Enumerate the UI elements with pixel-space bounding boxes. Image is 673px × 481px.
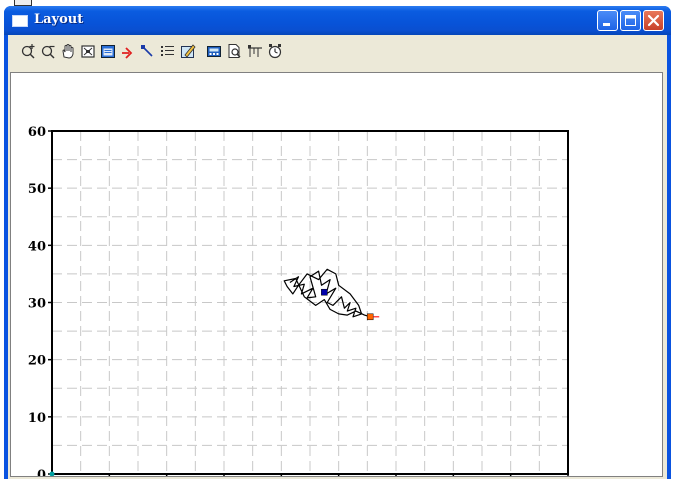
- y-tick-label: 10: [28, 411, 46, 426]
- layout-chart: 01020304050607080900102030405060: [28, 125, 577, 481]
- grid-tool[interactable]: [159, 42, 177, 60]
- line-tool[interactable]: [139, 42, 157, 60]
- close-button[interactable]: [643, 10, 664, 31]
- y-tick-label: 60: [28, 125, 46, 140]
- maximize-button[interactable]: [620, 10, 641, 31]
- close-icon: [647, 14, 660, 27]
- zoom-in-tool[interactable]: [20, 42, 38, 60]
- zoom-out-icon: [41, 45, 55, 59]
- y-tick-label: 0: [37, 468, 46, 476]
- arrow-icon: [122, 47, 133, 59]
- grid-icon: [161, 46, 174, 56]
- edit-icon: [181, 44, 196, 58]
- plot-area[interactable]: 01020304050607080900102030405060: [10, 72, 663, 481]
- position-marker: [321, 288, 328, 296]
- y-tick-label: 30: [28, 297, 46, 312]
- y-tick-label: 50: [28, 182, 46, 197]
- print-preview-icon: [228, 44, 241, 58]
- window-title: Layout: [34, 12, 84, 27]
- toolbar: [8, 35, 667, 67]
- y-tick-label: 40: [28, 239, 46, 254]
- calculator-icon: [207, 46, 221, 57]
- minimize-button[interactable]: [597, 10, 618, 31]
- minimize-icon: [603, 23, 610, 26]
- background-window-strip: [0, 0, 673, 6]
- edit-tool[interactable]: [179, 42, 197, 60]
- zoom-extents-tool[interactable]: [79, 42, 97, 60]
- zoom-extents-icon: [81, 45, 95, 58]
- calculator-tool[interactable]: [205, 42, 223, 60]
- maximize-icon: [625, 15, 636, 26]
- pan-tool[interactable]: [59, 42, 77, 60]
- y-tick-label: 20: [28, 354, 46, 369]
- arrow-tool[interactable]: [119, 42, 137, 60]
- timer-icon: [268, 44, 282, 59]
- zoom-out-tool[interactable]: [40, 42, 58, 60]
- layout-window: Layout: [4, 6, 671, 481]
- background-window-icon: [14, 0, 32, 6]
- client-area: 01020304050607080900102030405060: [8, 35, 667, 481]
- ruler-tool[interactable]: [246, 42, 264, 60]
- ruler-icon: [248, 45, 262, 57]
- timer-tool[interactable]: [266, 42, 284, 60]
- trajectory-line: [283, 268, 371, 318]
- select-window-icon: [101, 45, 115, 58]
- position-marker: [366, 313, 374, 321]
- window-icon: [12, 15, 28, 27]
- origin-marker: [49, 471, 55, 477]
- line-icon: [141, 45, 153, 57]
- print-preview-tool[interactable]: [225, 42, 243, 60]
- zoom-in-icon: [21, 44, 35, 59]
- title-bar[interactable]: Layout: [4, 6, 671, 35]
- select-window-tool[interactable]: [99, 42, 117, 60]
- pan-hand-icon: [62, 44, 74, 59]
